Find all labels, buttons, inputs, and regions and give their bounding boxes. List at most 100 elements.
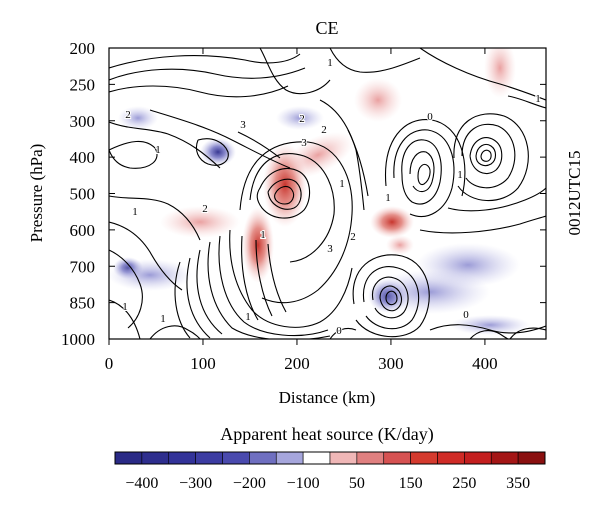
contour-label-group: 1 2 3 1 1 2 1 1 2 3 3 2 1 1 1 1 1 0 0 0 2 1 bbox=[121, 56, 542, 338]
y-tick-label: 250 bbox=[70, 75, 96, 94]
y-tick-label: 700 bbox=[70, 257, 96, 276]
contour-line bbox=[469, 137, 503, 174]
contour-line bbox=[109, 221, 183, 291]
colorbar-segment bbox=[517, 451, 546, 465]
y-tick-label: 850 bbox=[70, 294, 96, 313]
contour-line bbox=[259, 48, 331, 95]
colorbar-segment bbox=[222, 451, 250, 465]
heating-patch-negative-center-top bbox=[276, 106, 324, 130]
contour-line bbox=[419, 48, 546, 101]
contour-line bbox=[429, 324, 546, 334]
colorbar-tick-label: 50 bbox=[349, 475, 365, 492]
contour-line bbox=[475, 143, 497, 167]
heating-patch-positive-upper-tail bbox=[282, 132, 354, 178]
contour-line bbox=[509, 327, 546, 339]
colorbar-segment bbox=[437, 451, 465, 465]
colorbar-tick-label: 150 bbox=[399, 475, 423, 492]
y-tick-label: 1000 bbox=[61, 330, 95, 349]
contour-line bbox=[249, 153, 335, 263]
contour-label: 3 bbox=[240, 119, 246, 131]
x-axis-label: Distance (km) bbox=[279, 388, 376, 407]
colorbar-frame bbox=[114, 451, 546, 465]
contour-line bbox=[329, 48, 421, 73]
contour-line bbox=[267, 243, 287, 313]
x-axis: 0 100 200 300 400 bbox=[105, 48, 498, 373]
x-tick-label: 0 bbox=[105, 354, 114, 373]
heating-patch-negative-right bbox=[416, 243, 520, 287]
contour-line bbox=[149, 109, 291, 169]
colorbar-segment bbox=[141, 451, 170, 465]
side-time-label: 0012UTC15 bbox=[565, 151, 584, 236]
colorbar-segment bbox=[114, 451, 143, 465]
colorbar-segment bbox=[275, 451, 304, 465]
contour-line bbox=[347, 129, 369, 197]
contour-line bbox=[195, 138, 229, 166]
contour-line bbox=[241, 235, 259, 321]
contour-label: 2 bbox=[125, 109, 131, 121]
contour-line bbox=[453, 113, 529, 202]
contour-line bbox=[352, 254, 430, 338]
colorbar-segment bbox=[490, 451, 519, 465]
contour-label: 2 bbox=[202, 203, 208, 215]
contour-line bbox=[239, 141, 353, 304]
contour-line bbox=[461, 123, 516, 189]
contour-line bbox=[109, 85, 289, 98]
colorbar-segment bbox=[410, 451, 438, 465]
contour-line bbox=[419, 215, 546, 234]
contour-label: 1 bbox=[339, 178, 345, 190]
colorbar-segment bbox=[356, 451, 385, 465]
contour-label: 1 bbox=[260, 229, 266, 241]
y-tick-label: 200 bbox=[70, 39, 96, 58]
contour-label: 0 bbox=[336, 325, 342, 337]
contour-label: 0 bbox=[463, 309, 469, 321]
contour-label: 1 bbox=[327, 57, 333, 69]
y-tick-label: 300 bbox=[70, 112, 96, 131]
contour-line bbox=[109, 53, 301, 69]
colorbar-tick-label: −200 bbox=[233, 475, 266, 492]
contour-line bbox=[109, 249, 143, 329]
contour-label: 3 bbox=[327, 243, 333, 255]
contour-line bbox=[109, 195, 201, 241]
contour-line bbox=[329, 327, 357, 339]
x-tick-label: 200 bbox=[284, 354, 310, 373]
contour-line bbox=[196, 249, 223, 335]
x-tick-label: 400 bbox=[472, 354, 498, 373]
contour-line bbox=[267, 178, 302, 210]
contour-line bbox=[218, 235, 329, 337]
y-tick-label: 600 bbox=[70, 221, 96, 240]
contour-label: 1 bbox=[535, 93, 541, 105]
contour-line bbox=[417, 163, 431, 186]
contour-line bbox=[409, 151, 435, 193]
contour-line bbox=[372, 276, 409, 319]
contour-label: 1 bbox=[457, 169, 463, 181]
contour-line bbox=[401, 139, 442, 205]
contour-line bbox=[379, 285, 403, 312]
heating-field bbox=[109, 48, 530, 335]
heating-patch-positive-left bbox=[160, 206, 240, 238]
contour-label: 1 bbox=[160, 313, 166, 325]
contour-label: 1 bbox=[132, 206, 138, 218]
contour-line bbox=[109, 140, 158, 169]
contour-line bbox=[149, 325, 201, 339]
colorbar-tick-label: 350 bbox=[506, 475, 530, 492]
contour-label: 1 bbox=[245, 311, 251, 323]
contour-label: 2 bbox=[350, 231, 356, 243]
contour-label: 1 bbox=[122, 301, 128, 313]
contour-line bbox=[109, 121, 221, 169]
contour-label: 0 bbox=[427, 111, 433, 123]
y-tick-label: 400 bbox=[70, 148, 96, 167]
x-tick-label: 300 bbox=[378, 354, 404, 373]
colorbar-tick-label: −100 bbox=[287, 475, 320, 492]
colorbar bbox=[114, 451, 546, 465]
contour-line bbox=[447, 187, 546, 212]
x-tick-label: 100 bbox=[190, 354, 216, 373]
contour-line bbox=[384, 119, 466, 197]
chart-title: CE bbox=[315, 18, 338, 38]
colorbar-ticks: −400 −300 −200 −100 50 150 250 350 bbox=[125, 475, 530, 492]
y-axis-label: Pressure (hPa) bbox=[27, 144, 46, 243]
heating-patch-negative-top-left bbox=[118, 106, 158, 130]
colorbar-segment bbox=[195, 451, 223, 465]
colorbar-segment bbox=[168, 451, 196, 465]
heating-patch-positive-right bbox=[370, 206, 414, 238]
